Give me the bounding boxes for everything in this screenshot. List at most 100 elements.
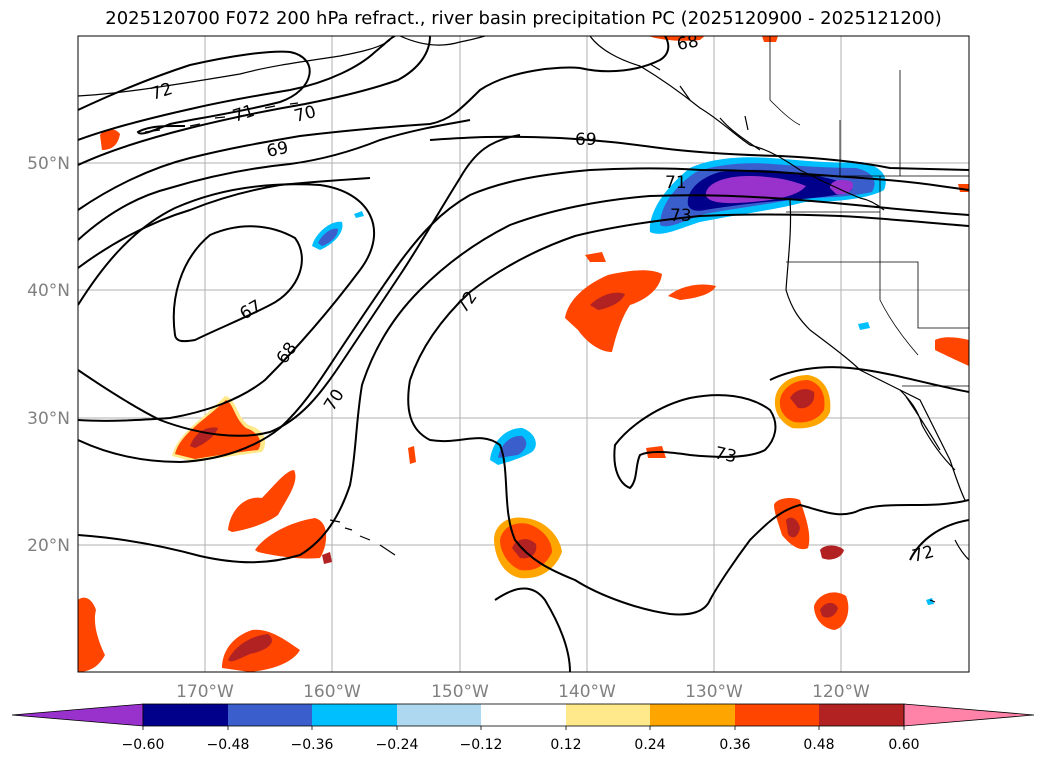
border-alaska-canada [769, 36, 801, 126]
coast-mexico [929, 539, 969, 603]
contour-label-68-north: 68 [675, 31, 700, 54]
contour-72-nw [78, 50, 311, 135]
colorbar-ticks [142, 726, 905, 730]
pos-precip-east-small [820, 545, 844, 560]
longitude-labels: 170°W 160°W 150°W 140°W 130°W 120°W [176, 682, 870, 702]
coast-hawaii [329, 519, 396, 556]
lat-label-20n: 20°N [27, 536, 70, 556]
lat-label-40n: 40°N [27, 281, 70, 301]
contour-label-69-west: 69 [265, 138, 290, 162]
latitude-labels: 50°N 40°N 30°N 20°N [27, 154, 70, 556]
contour-72-east [909, 519, 969, 561]
coast-baja [899, 389, 956, 471]
contour-73 [409, 213, 969, 381]
pos-precip-east-mid-core [790, 389, 815, 409]
contour-label-69-north: 69 [575, 130, 597, 150]
pos-precip-central-north [565, 270, 662, 352]
pos-precip-central-north-east [668, 284, 716, 300]
positive-precip-region [78, 36, 969, 672]
neg-precip-midocean-core [498, 435, 527, 458]
colorbar-extend-high [903, 703, 1035, 727]
contour-73-inner [613, 394, 777, 490]
pos-precip-hawaii-east-core [322, 552, 332, 564]
pos-precip-nw-edge [100, 129, 120, 150]
colorbar-tick-label: 0.24 [634, 737, 665, 753]
contour-label-73-pacnw: 73 [670, 206, 692, 226]
pos-precip-east-edge [935, 337, 969, 366]
border-canada-provinces [839, 70, 901, 176]
lon-label-160w: 160°W [303, 682, 361, 702]
lat-label-30n: 30°N [27, 409, 70, 429]
colorbar-tick-label: −0.60 [122, 737, 165, 753]
pos-precip-hawaii-mid [228, 470, 296, 532]
contour-69-west [78, 134, 521, 437]
pos-precip-north-top [648, 36, 704, 41]
contour-67-loop [172, 225, 303, 343]
coast-alaska-gulf [399, 36, 486, 46]
pos-precip-south-west [222, 629, 300, 672]
neg-precip-small-1 [354, 211, 364, 218]
contour-73-loop [407, 379, 969, 616]
colorbar-tick-label: 0.12 [550, 737, 581, 753]
colorbar-tick-label: −0.24 [376, 737, 419, 753]
contour-71-mid [699, 169, 969, 191]
neg-precip-northwest-core [318, 228, 338, 246]
lat-label-50n: 50°N [27, 154, 70, 174]
neg-precip-small-2 [858, 322, 870, 330]
colorbar-segment-6 [566, 704, 650, 726]
contour-68-a [78, 119, 471, 241]
colorbar: −0.60 −0.48 −0.36 −0.24 −0.12 0.12 0.24 … [11, 703, 1035, 753]
lon-label-140w: 140°W [558, 682, 616, 702]
colorbar-tick-label: 0.36 [719, 737, 750, 753]
neg-precip-small-3 [926, 598, 934, 605]
neg-precip-pacnw-core-east [830, 180, 853, 195]
refractivity-contours [78, 36, 969, 672]
pos-precip-east-far-south-core [820, 602, 838, 618]
colorbar-extend-low [11, 703, 144, 727]
contour-68-loop [78, 183, 376, 422]
contour-72-mid [78, 194, 969, 564]
pos-precip-small-b [408, 446, 416, 464]
map-title: 2025120700 F072 200 hPa refract., river … [105, 8, 942, 29]
pos-precip-central-north-core [590, 292, 625, 310]
lon-label-130w: 130°W [685, 682, 743, 702]
contour-label-71-pacnw: 71 [665, 173, 687, 193]
contour-71-nw [78, 36, 396, 141]
border-nevada [880, 261, 969, 329]
lon-label-120w: 120°W [812, 682, 870, 702]
colorbar-segment-9 [819, 704, 904, 726]
coast-canada-inner [649, 63, 761, 151]
colorbar-tick-label: −0.48 [207, 737, 250, 753]
colorbar-segment-1 [143, 704, 228, 726]
contour-70 [78, 36, 431, 166]
pos-precip-west-edge [78, 597, 105, 672]
colorbar-tick-label: −0.12 [460, 737, 503, 753]
contour-69-north [78, 66, 581, 211]
pos-precip-south-west-core [228, 634, 272, 662]
contour-72-south [494, 587, 571, 672]
contour-label-73-south: 73 [713, 443, 738, 467]
colorbar-segment-5 [481, 704, 566, 726]
map-content: 72 71 70 69 69 68 71 73 67 68 72 70 73 7… [78, 31, 969, 672]
pos-precip-small-a [585, 252, 606, 262]
borders [769, 36, 969, 387]
colorbar-tick-label: 0.60 [888, 737, 919, 753]
colorbar-segment-8 [735, 704, 819, 726]
coast-alaska-panhandle [589, 36, 885, 211]
contour-70-mid [78, 167, 701, 464]
coast-aleutians [78, 39, 391, 97]
lon-label-150w: 150°W [431, 682, 489, 702]
border-california-nevada [879, 262, 919, 356]
colorbar-segment-4 [397, 704, 481, 726]
contour-69-east [429, 36, 969, 171]
colorbar-segment-2 [228, 704, 312, 726]
lon-label-170w: 170°W [176, 682, 234, 702]
colorbar-frame [142, 703, 905, 727]
pos-precip-hawaii-west-core [190, 427, 218, 448]
map-frame [77, 35, 970, 673]
colorbar-tick-label: −0.36 [291, 737, 334, 753]
contour-73-east [769, 366, 969, 393]
colorbar-tick-label: 0.48 [803, 737, 834, 753]
contour-68-b [78, 177, 371, 269]
